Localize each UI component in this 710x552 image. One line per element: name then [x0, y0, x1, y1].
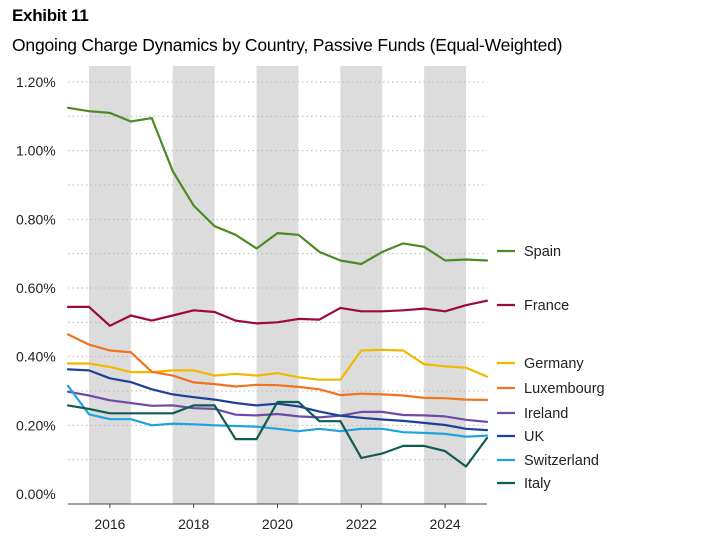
legend-label-france: France: [524, 298, 569, 314]
legend-label-spain: Spain: [524, 244, 561, 260]
y-tick-label: 1.20%: [16, 74, 56, 90]
series-line-spain: [66, 106, 489, 266]
x-tick-label: 2022: [346, 516, 377, 532]
x-axis: 2016 2018 2020 2022 2024: [68, 503, 487, 532]
shaded-band-0: [88, 66, 131, 504]
x-tick-label: 2016: [94, 516, 125, 532]
series-line-italy: [66, 400, 489, 468]
legend: Spain France Germany Luxembourg Ireland UK Swi…: [497, 244, 605, 492]
legend-label-luxembourg: Luxembourg: [524, 381, 605, 397]
x-tick-label: 2018: [178, 516, 209, 532]
legend-label-ireland: Ireland: [524, 406, 568, 422]
series-line-france: [66, 299, 489, 327]
x-tick-label: 2020: [262, 516, 293, 532]
legend-label-germany: Germany: [524, 356, 584, 372]
series-lines: [66, 106, 489, 468]
legend-label-italy: Italy: [524, 476, 551, 492]
series-line-ireland: [66, 390, 489, 423]
y-tick-label: 0.80%: [16, 211, 56, 227]
series-line-germany: [66, 348, 489, 381]
series-line-luxembourg: [66, 333, 489, 401]
shaded-band-2: [256, 66, 299, 504]
y-tick-label: 0.20%: [16, 417, 56, 433]
y-axis: 0.00% 0.20% 0.40% 0.60% 0.80% 1.00% 1.20%: [16, 74, 56, 502]
y-tick-label: 0.60%: [16, 280, 56, 296]
y-tick-label: 0.40%: [16, 349, 56, 365]
shaded-band-4: [424, 66, 467, 504]
legend-label-uk: UK: [524, 429, 544, 445]
x-tick-label: 2024: [430, 516, 461, 532]
y-tick-label: 1.00%: [16, 143, 56, 159]
shaded-band-1: [172, 66, 215, 504]
exhibit-label: Exhibit 11: [12, 6, 89, 25]
y-tick-label: 0.00%: [16, 486, 56, 502]
shaded-band-3: [340, 66, 383, 504]
chart-title: Ongoing Charge Dynamics by Country, Pass…: [12, 35, 563, 55]
legend-label-switzerland: Switzerland: [524, 453, 599, 469]
shaded-bands: [88, 66, 467, 504]
series-line-switzerland: [66, 384, 489, 438]
